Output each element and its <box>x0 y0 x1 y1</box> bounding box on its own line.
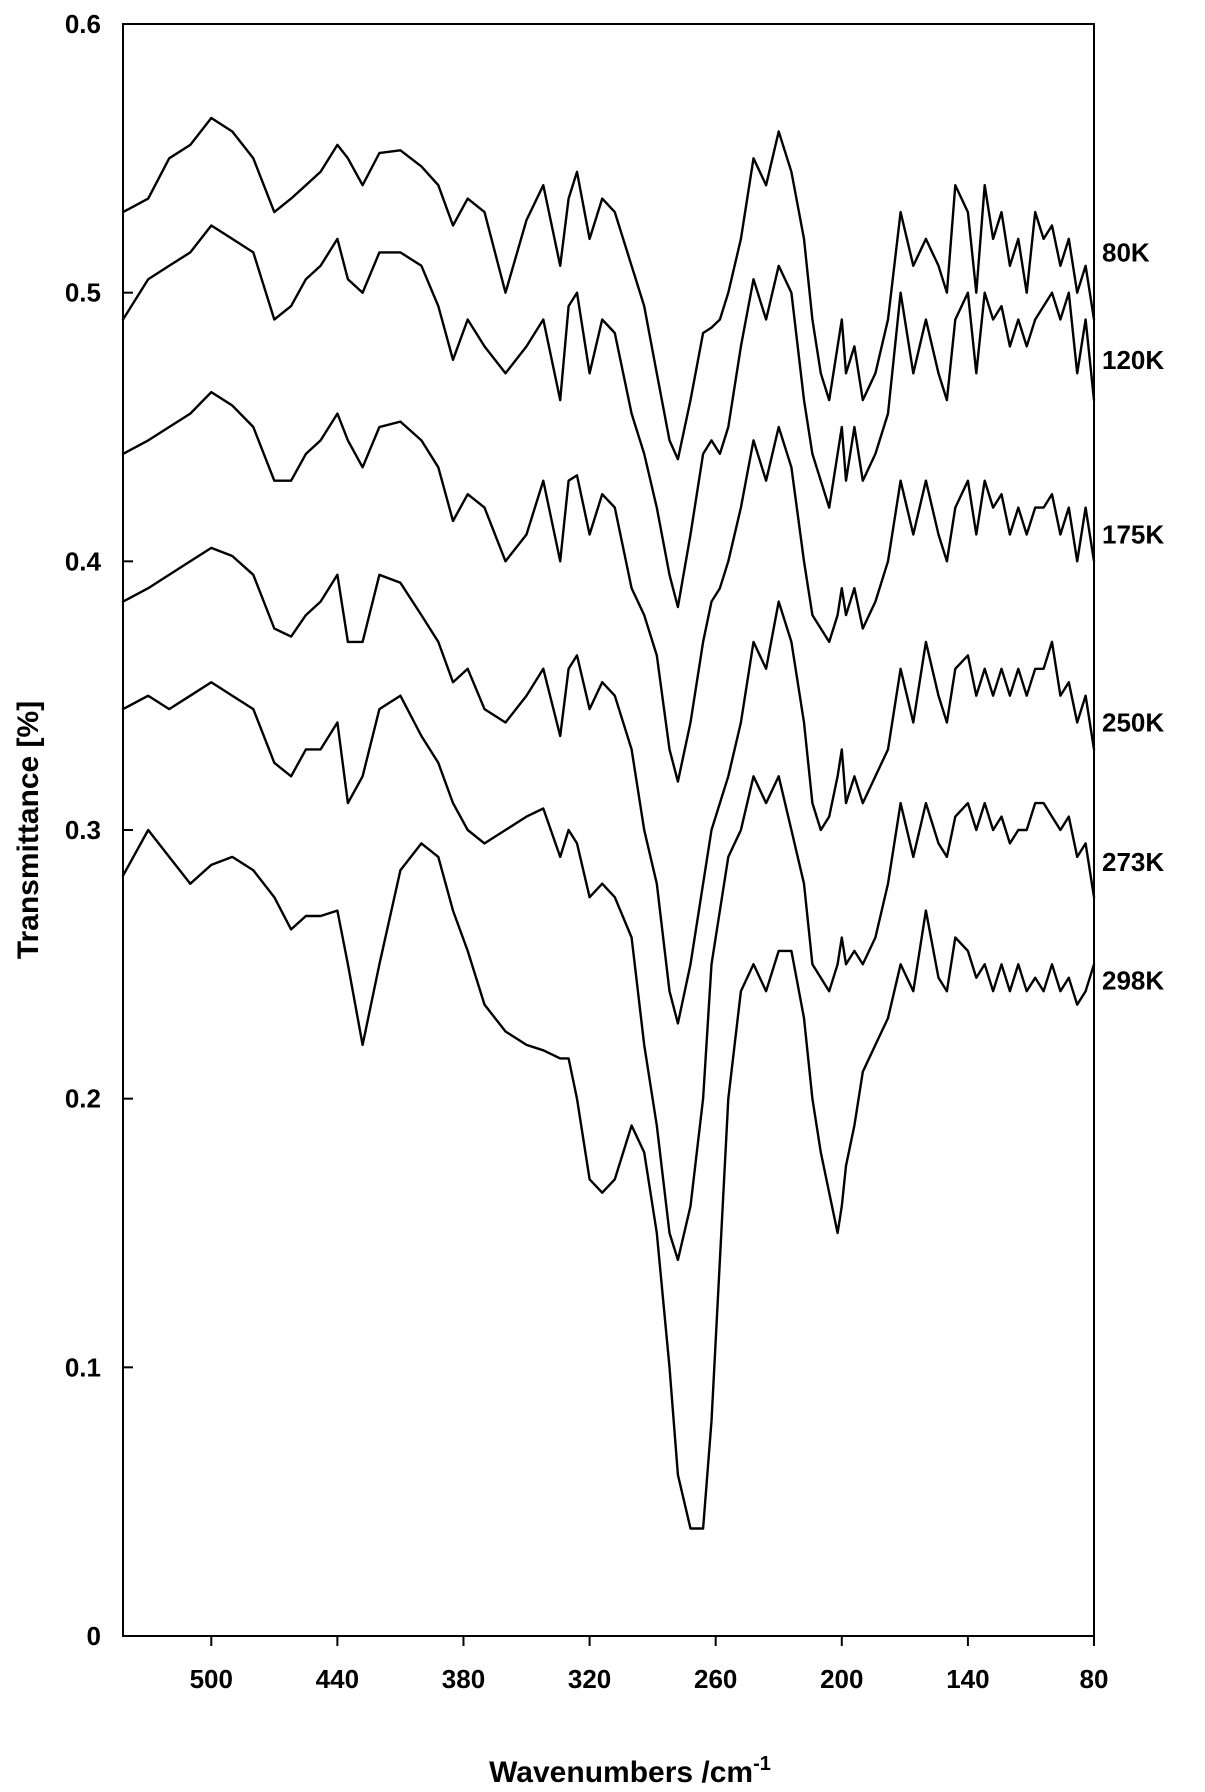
series-label-120k: 120K <box>1102 345 1164 375</box>
y-tick-label: 0.2 <box>65 1084 101 1114</box>
y-tick-label: 0.6 <box>65 9 101 39</box>
series-label-80k: 80K <box>1102 237 1150 267</box>
x-tick-label: 260 <box>694 1664 737 1694</box>
series-label-273k: 273K <box>1102 847 1164 877</box>
series-line-175k <box>121 390 1096 783</box>
x-tick-label: 320 <box>568 1664 611 1694</box>
y-tick-label: 0.4 <box>65 546 102 576</box>
series-labels: 80K 120K 175K 250K 273K 298K <box>1102 237 1164 995</box>
y-axis: 0 0.1 0.2 0.3 0.4 0.5 0.6 <box>65 9 133 1651</box>
series-line-80k <box>121 116 1096 461</box>
series-label-250k: 250K <box>1102 708 1164 738</box>
series-label-175k: 175K <box>1102 519 1164 549</box>
x-tick-label: 80 <box>1080 1664 1109 1694</box>
series-line-273k <box>121 681 1096 1262</box>
series-line-120k <box>121 224 1096 609</box>
series-line-250k <box>121 546 1096 1025</box>
series-lines <box>121 116 1096 1530</box>
y-tick-label: 0.5 <box>65 278 101 308</box>
x-tick-label: 380 <box>442 1664 485 1694</box>
y-tick-label: 0 <box>87 1621 101 1651</box>
x-tick-label: 140 <box>946 1664 989 1694</box>
series-line-298k <box>121 828 1096 1530</box>
x-axis-title: Wavenumbers /cm-1 <box>489 1753 771 1789</box>
x-axis: 500 440 380 320 260 200 140 80 <box>190 1636 1109 1694</box>
series-label-298k: 298K <box>1102 965 1164 995</box>
x-tick-label: 500 <box>190 1664 233 1694</box>
x-tick-label: 200 <box>820 1664 863 1694</box>
y-tick-label: 0.1 <box>65 1352 101 1382</box>
x-tick-label: 440 <box>316 1664 359 1694</box>
y-tick-label: 0.3 <box>65 815 101 845</box>
y-axis-title: Transmittance [%] <box>12 701 45 959</box>
